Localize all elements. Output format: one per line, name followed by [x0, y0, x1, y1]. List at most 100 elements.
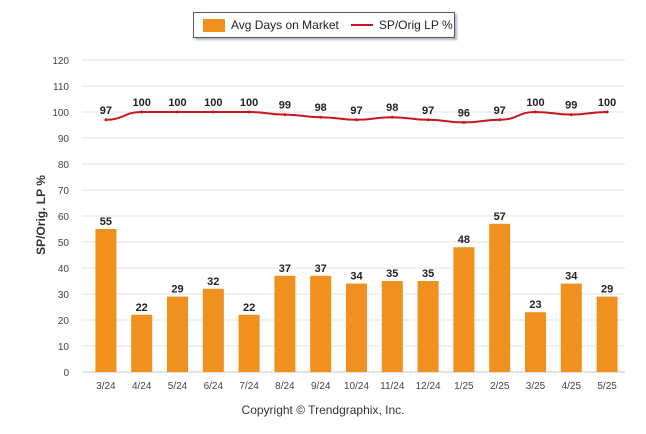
x-tick-label: 6/24	[204, 381, 224, 392]
line-data-label: 98	[315, 102, 327, 114]
line-data-label: 100	[133, 97, 151, 109]
y-axis-label: SP/Orig. LP %	[34, 175, 48, 255]
y-tick-label: 10	[58, 342, 70, 353]
line-point	[140, 110, 144, 114]
y-axis-ticks: 0 10 20 30 40 50 60 70 80 90 100 110 120	[52, 56, 69, 379]
line-data-label: 99	[279, 100, 291, 112]
x-tick-label: 12/24	[416, 381, 441, 392]
x-tick-label: 5/25	[597, 381, 617, 392]
line-data-label: 97	[100, 105, 112, 117]
line-data-label: 96	[458, 107, 470, 119]
y-tick-label: 60	[58, 212, 70, 223]
bar-data-label: 29	[171, 284, 183, 296]
x-tick-label: 2/25	[490, 381, 510, 392]
line-data-label: 100	[598, 97, 616, 109]
y-tick-label: 20	[58, 316, 70, 327]
bar-data-label: 57	[494, 211, 506, 223]
line-point	[534, 110, 537, 114]
line-point	[569, 113, 573, 117]
x-tick-label: 11/24	[380, 381, 405, 392]
bar-data-label: 22	[136, 302, 148, 314]
line-data-label: 100	[240, 97, 258, 109]
bar-data-label: 23	[529, 299, 541, 311]
line-series	[104, 110, 609, 124]
bar-swatch-icon	[203, 18, 225, 32]
y-tick-label: 30	[58, 290, 70, 301]
y-tick-label: 40	[58, 264, 70, 275]
bar-data-label: 22	[243, 302, 255, 314]
x-tick-label: 4/25	[562, 381, 582, 392]
x-tick-label: 10/24	[344, 381, 369, 392]
bar-data-label: 37	[315, 263, 327, 275]
bar-data-label: 35	[386, 268, 398, 280]
bar	[202, 288, 224, 372]
line-point	[462, 120, 466, 124]
line-point	[498, 118, 502, 122]
line-data-label: 100	[168, 97, 186, 109]
x-tick-label: 5/24	[168, 381, 188, 392]
bar	[560, 283, 582, 372]
bar-data-label: 29	[601, 284, 613, 296]
bar	[167, 296, 188, 372]
line-data-label: 98	[386, 102, 398, 114]
bar	[525, 312, 546, 372]
line-data-label: 100	[204, 97, 222, 109]
y-tick-label: 70	[58, 186, 70, 197]
line-data-label: 97	[494, 105, 506, 117]
line-data-label: 97	[350, 105, 362, 117]
bar-data-label: 35	[422, 268, 434, 280]
x-tick-label: 4/24	[132, 381, 152, 392]
bar	[274, 275, 296, 372]
line-point	[176, 110, 179, 114]
copyright-text: Copyright © Trendgraphix, Inc.	[241, 403, 405, 417]
line-point	[283, 113, 287, 117]
y-tick-label: 100	[52, 108, 69, 119]
bar-data-label: 34	[565, 271, 578, 283]
x-tick-label: 7/24	[239, 381, 259, 392]
legend-bar-label: Avg Days on Market	[231, 18, 339, 32]
x-tick-label: 1/25	[454, 381, 474, 392]
y-tick-label: 50	[58, 238, 70, 249]
bar-data-labels: 55 22 29 32 22 37 37 34 35 35 48 57 23 34 29	[100, 211, 613, 314]
bar-data-label: 34	[350, 271, 363, 283]
bar-data-label: 37	[279, 263, 291, 275]
legend-item-bar[interactable]: Avg Days on Market	[194, 18, 339, 32]
line-point	[390, 115, 394, 119]
y-tick-label: 120	[52, 56, 69, 67]
bar	[596, 296, 618, 372]
line-data-label: 97	[422, 105, 434, 117]
x-axis-ticks: 3/24 4/24 5/24 6/24 7/24 8/24 9/24 10/24 11/24 12…	[96, 381, 617, 392]
bar-data-label: 32	[207, 276, 219, 288]
line-point	[104, 118, 108, 122]
x-tick-label: 8/24	[275, 381, 295, 392]
bar-data-label: 48	[458, 234, 470, 246]
y-tick-label: 80	[58, 160, 70, 171]
bar	[95, 229, 117, 372]
bar	[238, 314, 260, 372]
bar	[310, 275, 332, 372]
bar-series	[95, 223, 618, 372]
x-tick-label: 9/24	[311, 381, 331, 392]
legend: Avg Days on Market SP/Orig LP %	[193, 12, 455, 38]
x-tick-label: 3/24	[96, 381, 116, 392]
x-tick-label: 3/25	[526, 381, 546, 392]
line-point	[426, 118, 430, 122]
line-data-label: 99	[565, 100, 577, 112]
legend-line-label: SP/Orig LP %	[378, 18, 453, 32]
legend-item-line[interactable]: SP/Orig LP %	[339, 18, 453, 32]
line-point	[605, 110, 609, 114]
bar	[453, 247, 475, 372]
line-data-labels: 97 100 100 100 100 99 98 97 98 97 96 97 100 99 100	[100, 97, 617, 119]
line-point	[319, 115, 323, 119]
bar-data-label: 55	[100, 216, 112, 228]
bar	[346, 283, 367, 372]
line-swatch-icon	[350, 24, 373, 26]
line-data-label: 100	[526, 97, 544, 109]
y-tick-label: 90	[58, 134, 70, 145]
line-point	[247, 110, 251, 114]
bar	[131, 314, 153, 372]
line-point	[355, 118, 358, 122]
bar	[381, 281, 403, 372]
y-tick-label: 110	[53, 82, 69, 93]
